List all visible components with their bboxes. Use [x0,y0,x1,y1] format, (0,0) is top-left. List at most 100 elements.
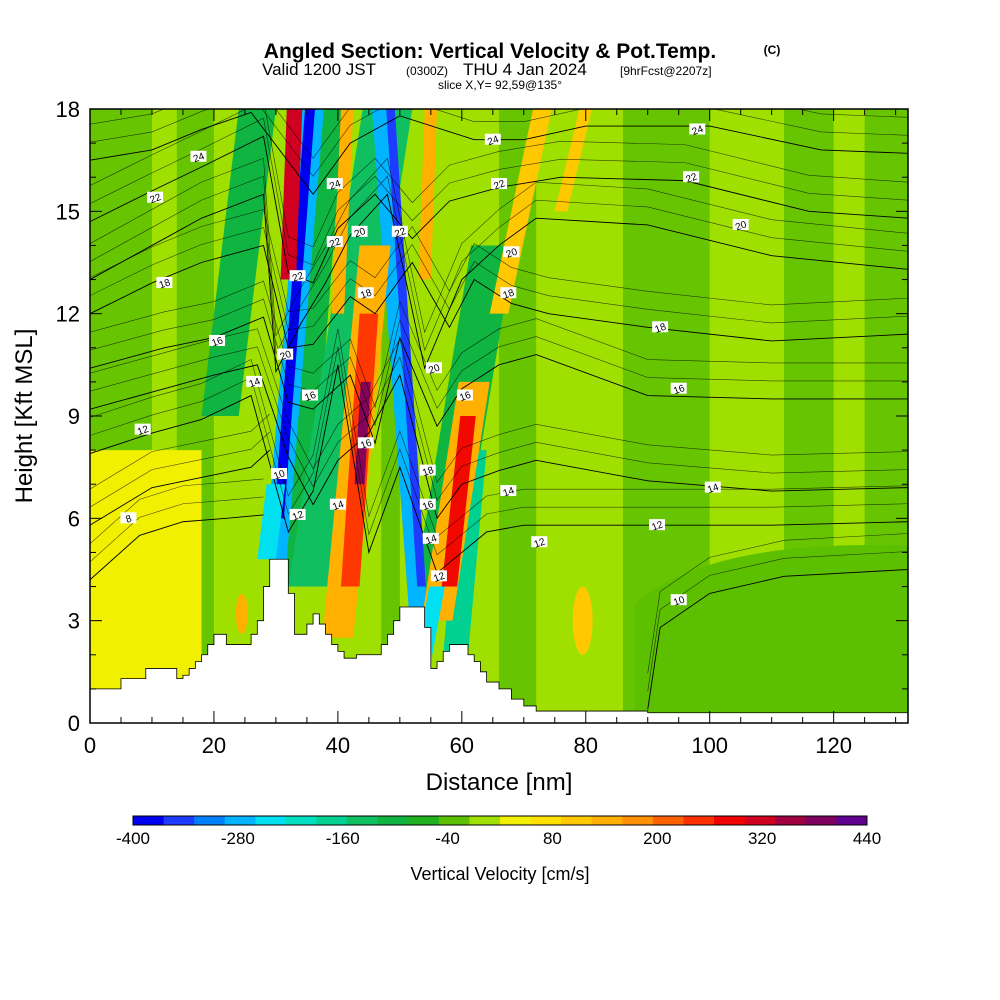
field-sink-region [635,544,908,723]
forecast-info: [9hrFcst@2207z] [620,64,712,78]
colorbar-swatch [714,816,746,825]
colorbar-swatch [408,816,440,825]
contour-label: 16 [359,437,374,451]
colorbar-swatch [316,816,348,825]
utc-time: (0300Z) [406,64,448,78]
contour-label-bg [689,123,706,135]
contour-line [90,449,271,526]
colorbar-swatch [805,816,837,825]
contour-label-bg [419,464,436,476]
contour-line [90,431,270,508]
contour-label: 12 [533,536,548,550]
contour-line [90,298,908,427]
contour-label: 12 [136,424,151,438]
contour-line [90,111,908,196]
valid-prefix: Valid 1200 JST [262,60,376,79]
contour-line [90,193,908,374]
colorbar-label: -280 [221,829,255,848]
contour-label: 24 [192,151,207,165]
colorbar-swatch [744,816,776,825]
colorbar-swatch [561,816,593,825]
field-band [354,381,371,485]
colorbar-title: Vertical Velocity [cm/s] [410,864,589,884]
y-tick-label: 6 [68,506,80,531]
field-band [331,109,354,314]
contour-label-bg [271,467,288,479]
colorbar-swatch [530,816,562,825]
contour-label-bg [209,334,226,346]
contour-label: 22 [148,192,163,206]
contour-label-bg [246,375,263,387]
contour-line [90,157,908,337]
contour-label-bg [289,508,306,520]
contour-line [90,364,908,574]
contour-label-bg [503,246,520,258]
contour-label-bg [704,481,721,493]
field-band [274,109,315,519]
terrain-profile [89,558,909,724]
contour-line [90,227,908,331]
contour-label: 16 [421,499,436,513]
contour-line [90,244,908,349]
colorbar-swatch [133,816,165,825]
colorbar-label: 440 [853,829,881,848]
x-tick-label: 120 [815,733,852,758]
contour-label-bg [456,389,473,401]
y-tick-label: 15 [56,199,80,224]
contour-label-bg [732,218,749,230]
colorbar-label: 320 [748,829,776,848]
contour-label: 20 [734,219,749,233]
contour-label-bg [500,287,517,299]
field-band [280,109,303,280]
contour-label-bg [326,236,343,248]
contour-label: 12 [432,571,447,585]
colorbar-swatch [347,816,379,825]
terrain [89,558,909,724]
y-tick-label: 3 [68,609,80,634]
contour-line [647,551,908,692]
contour-label: 18 [158,277,173,291]
colorbar-swatch [469,816,501,825]
contour-label: 16 [458,390,473,404]
contour-line [647,569,908,710]
contour-line [647,533,908,674]
colorbar-swatch [775,816,807,825]
contour-label: 10 [272,468,287,482]
contour-label: 22 [393,226,408,240]
contour-line [90,496,264,562]
title-main: Angled Section: Vertical Velocity & Pot.… [264,40,716,63]
x-tick-label: 60 [450,733,474,758]
contour-line [90,117,908,266]
field-band [418,109,438,280]
colorbar-swatch [683,816,715,825]
contour-label: 18 [502,287,517,301]
field-band [257,484,286,560]
colorbar-swatch [438,816,470,825]
colorbar-label: -160 [326,829,360,848]
colorbar-swatch [377,816,409,825]
contour-label-bg [156,276,173,288]
colorbar-swatch [622,816,654,825]
colorbar-label: 80 [543,829,562,848]
contour-label-bg [301,389,318,401]
contour-label: 24 [328,178,343,192]
contour-label: 14 [502,485,517,499]
contour-label-bg [134,423,151,435]
contour-label-bg [329,498,346,510]
y-axis-title: Height [Kft MSL] [11,329,38,504]
contour-label: 22 [685,171,700,185]
x-tick-label: 0 [84,733,96,758]
colorbar-swatch [591,816,623,825]
contour-line [90,135,908,284]
contour-label: 18 [359,287,374,301]
contour-labels: 8 10 12 12 12 12 10 12 14 14 14 14 14 16 16 16 16 16 16 18 1… [120,123,749,609]
colorbar-swatch [163,816,195,825]
contour-label: 16 [672,383,687,397]
colorbar-swatch [255,816,287,825]
contour-label-bg [500,485,517,497]
contour-label-bg [357,287,374,299]
field-blob [235,593,248,634]
contour-label: 14 [331,499,346,513]
slice-info: slice X,Y= 92,59@135° [438,78,562,92]
